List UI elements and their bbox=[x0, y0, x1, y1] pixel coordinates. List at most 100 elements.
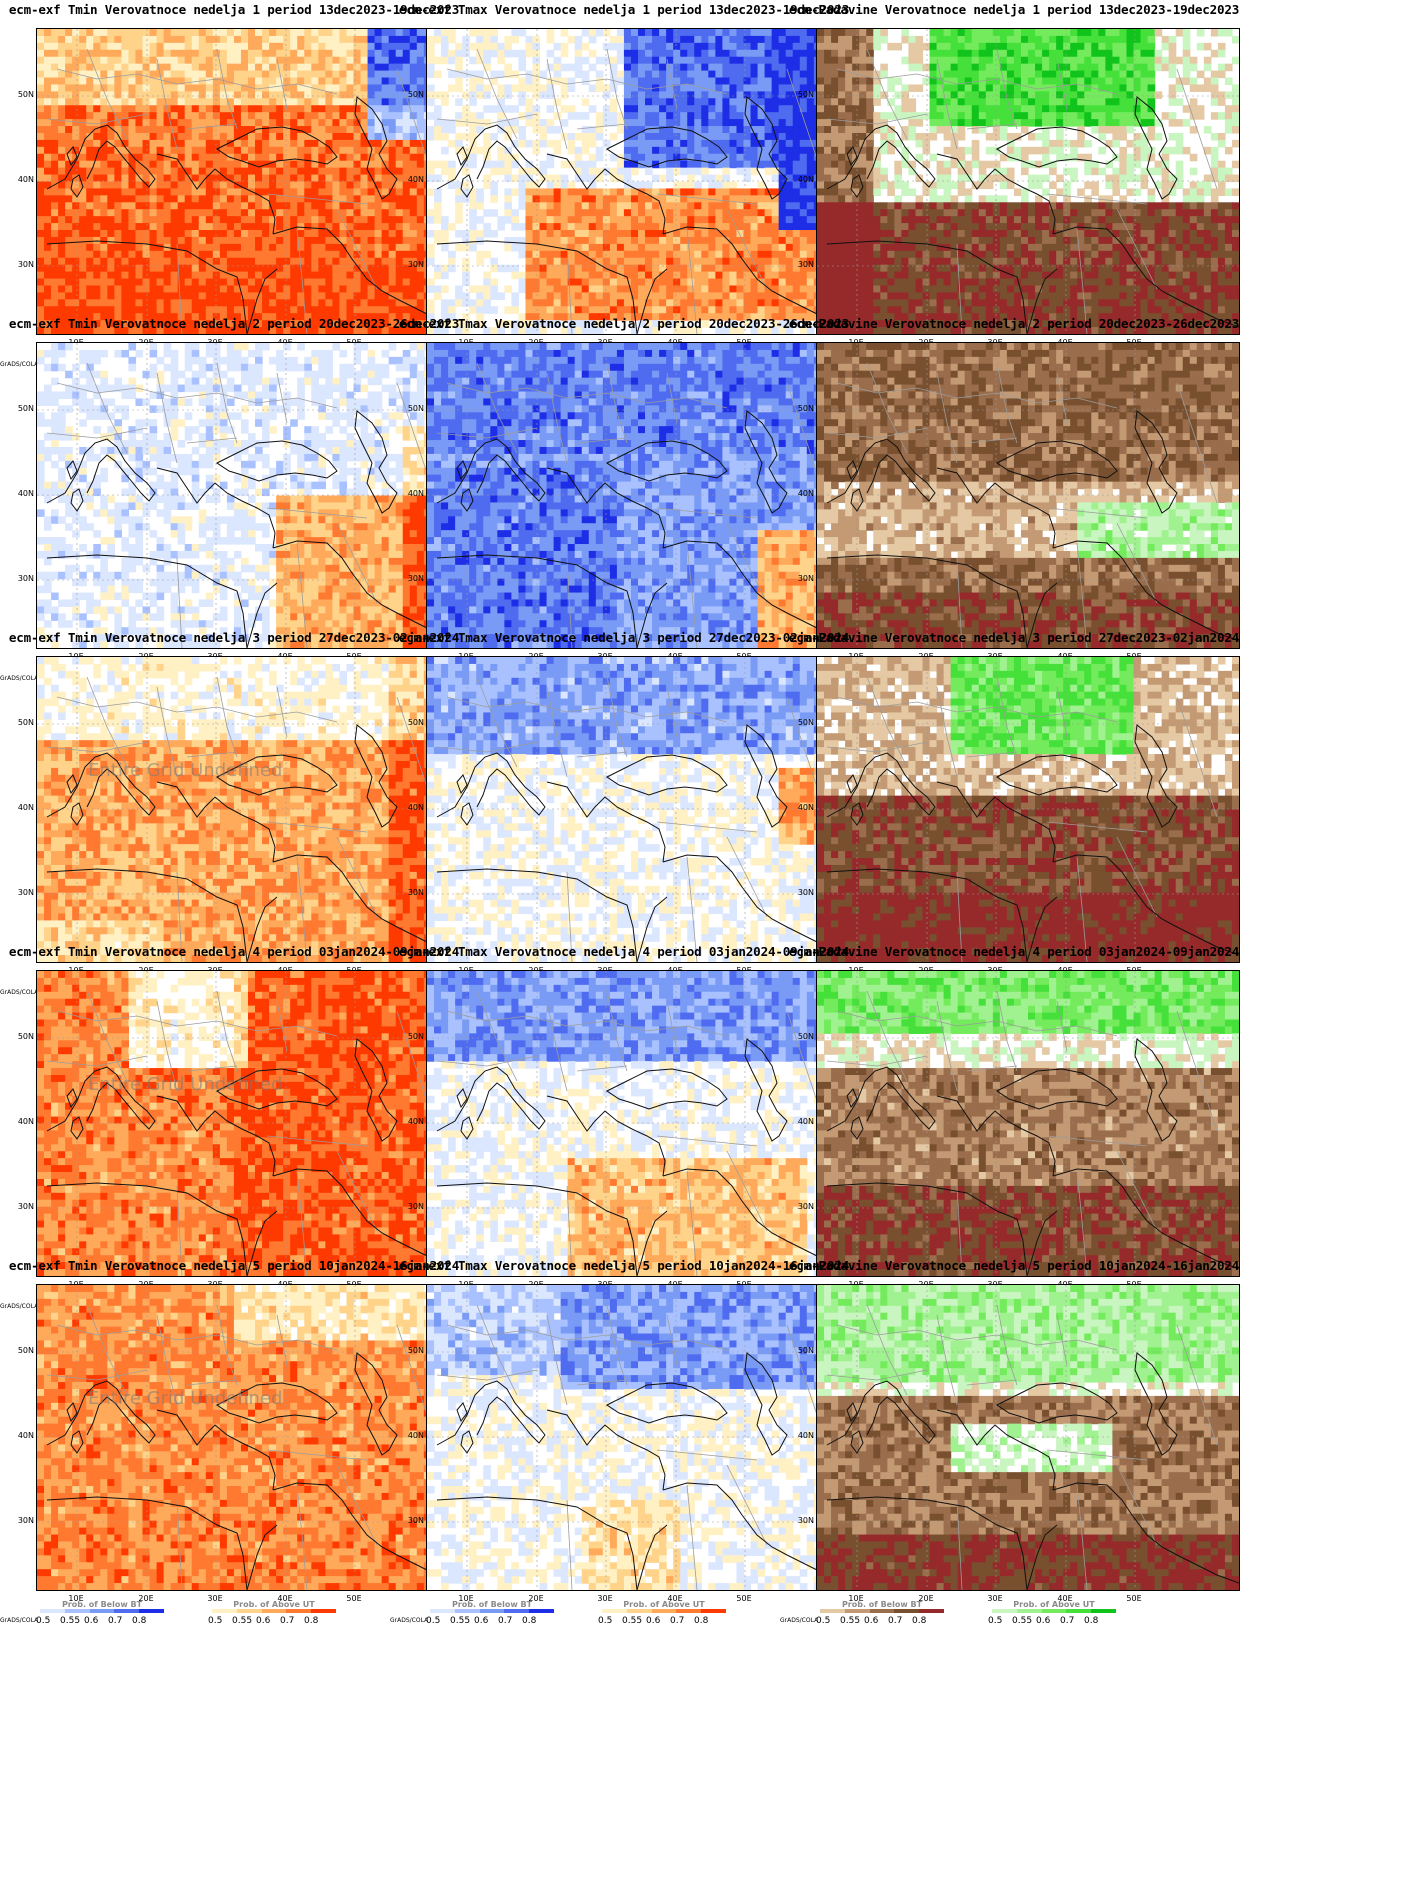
grid-cell bbox=[722, 188, 731, 196]
grid-cell bbox=[44, 139, 52, 148]
grid-cell bbox=[623, 112, 632, 120]
grid-cell bbox=[532, 167, 541, 176]
grid-cell bbox=[638, 250, 646, 259]
grid-cell bbox=[262, 257, 270, 266]
grid-cell bbox=[602, 306, 611, 314]
grid-cell bbox=[652, 70, 660, 79]
grid-cell bbox=[659, 250, 667, 259]
grid-cell bbox=[729, 29, 738, 37]
grid-cell bbox=[346, 216, 355, 224]
grid-cell bbox=[367, 98, 376, 106]
grid-cell bbox=[156, 181, 165, 190]
grid-cell bbox=[367, 299, 376, 307]
grid-cell bbox=[518, 49, 527, 58]
grid-cell bbox=[743, 77, 752, 86]
grid-cell bbox=[546, 264, 555, 273]
grid-cell bbox=[276, 223, 284, 231]
grid-cell bbox=[374, 299, 383, 307]
grid-cell bbox=[311, 243, 319, 252]
grid-cell bbox=[198, 29, 207, 37]
grid-cell bbox=[304, 160, 312, 169]
grid-cell bbox=[156, 139, 165, 148]
grid-cell bbox=[511, 299, 520, 307]
grid-cell bbox=[497, 160, 505, 169]
grid-cell bbox=[51, 146, 59, 155]
grid-cell bbox=[434, 35, 442, 44]
grid-cell bbox=[532, 84, 541, 92]
grid-cell bbox=[483, 299, 491, 307]
grid-cell bbox=[771, 299, 780, 307]
grid-cell bbox=[170, 313, 179, 321]
grid-cell bbox=[184, 146, 193, 155]
grid-cell bbox=[806, 209, 815, 217]
grid-cell bbox=[107, 174, 115, 183]
grid-cell bbox=[666, 271, 674, 280]
grid-cell bbox=[255, 264, 263, 273]
grid-cell bbox=[353, 35, 362, 44]
grid-cell bbox=[325, 299, 333, 307]
grid-cell bbox=[184, 42, 193, 51]
grid-cell bbox=[701, 292, 709, 300]
grid-cell bbox=[255, 56, 263, 65]
grid-cell bbox=[715, 209, 723, 217]
grid-cell bbox=[353, 313, 362, 321]
grid-cell bbox=[588, 35, 597, 44]
grid-cell bbox=[191, 91, 200, 99]
grid-cell bbox=[743, 98, 752, 106]
grid-cell bbox=[722, 63, 731, 72]
grid-cell bbox=[602, 202, 611, 210]
grid-cell bbox=[581, 56, 590, 65]
country-border bbox=[606, 48, 628, 130]
grid-cell bbox=[163, 313, 172, 321]
grid-cell bbox=[666, 188, 674, 196]
grid-cell bbox=[353, 320, 362, 328]
grid-cell bbox=[687, 278, 695, 287]
grid-cell bbox=[374, 112, 383, 120]
grid-cell bbox=[623, 35, 632, 44]
grid-cell bbox=[434, 160, 442, 169]
grid-cell bbox=[659, 188, 667, 196]
grid-cell bbox=[680, 63, 688, 72]
grid-cell bbox=[680, 112, 688, 120]
grid-cell bbox=[311, 153, 319, 162]
grid-cell bbox=[416, 195, 425, 203]
grid-cell bbox=[248, 264, 256, 273]
grid-cell bbox=[659, 174, 667, 183]
grid-cell bbox=[652, 174, 660, 183]
grid-cell bbox=[318, 202, 326, 210]
grid-cell bbox=[107, 153, 115, 162]
grid-cell bbox=[297, 181, 305, 190]
grid-cell bbox=[455, 299, 463, 307]
grid-cell bbox=[233, 257, 242, 266]
grid-cell bbox=[86, 29, 94, 37]
grid-cell bbox=[574, 306, 583, 314]
grid-cell bbox=[588, 126, 597, 134]
grid-cell bbox=[736, 250, 745, 259]
grid-cell bbox=[539, 299, 548, 307]
grid-cell bbox=[86, 243, 94, 252]
grid-cell bbox=[532, 250, 541, 259]
grid-cell bbox=[750, 264, 759, 273]
grid-cell bbox=[708, 56, 716, 65]
grid-cell bbox=[226, 35, 235, 44]
grid-cell bbox=[290, 257, 298, 266]
grid-cell bbox=[325, 285, 333, 294]
grid-cell bbox=[156, 250, 165, 259]
grid-cell bbox=[93, 292, 101, 300]
grid-cell bbox=[694, 126, 702, 134]
grid-cell bbox=[128, 42, 137, 51]
grid-cell bbox=[51, 70, 59, 79]
grid-cell bbox=[255, 320, 263, 328]
grid-cell bbox=[936, 29, 945, 37]
grid-cell bbox=[764, 278, 773, 287]
grid-cell bbox=[645, 257, 653, 266]
grid-cell bbox=[715, 216, 723, 224]
grid-cell bbox=[248, 153, 256, 162]
grid-cell bbox=[240, 292, 249, 300]
grid-cell bbox=[205, 160, 214, 169]
grid-cell bbox=[156, 153, 165, 162]
grid-cell bbox=[290, 285, 298, 294]
grid-cell bbox=[553, 188, 562, 196]
grid-cell bbox=[792, 63, 801, 72]
grid-cell bbox=[652, 98, 660, 106]
